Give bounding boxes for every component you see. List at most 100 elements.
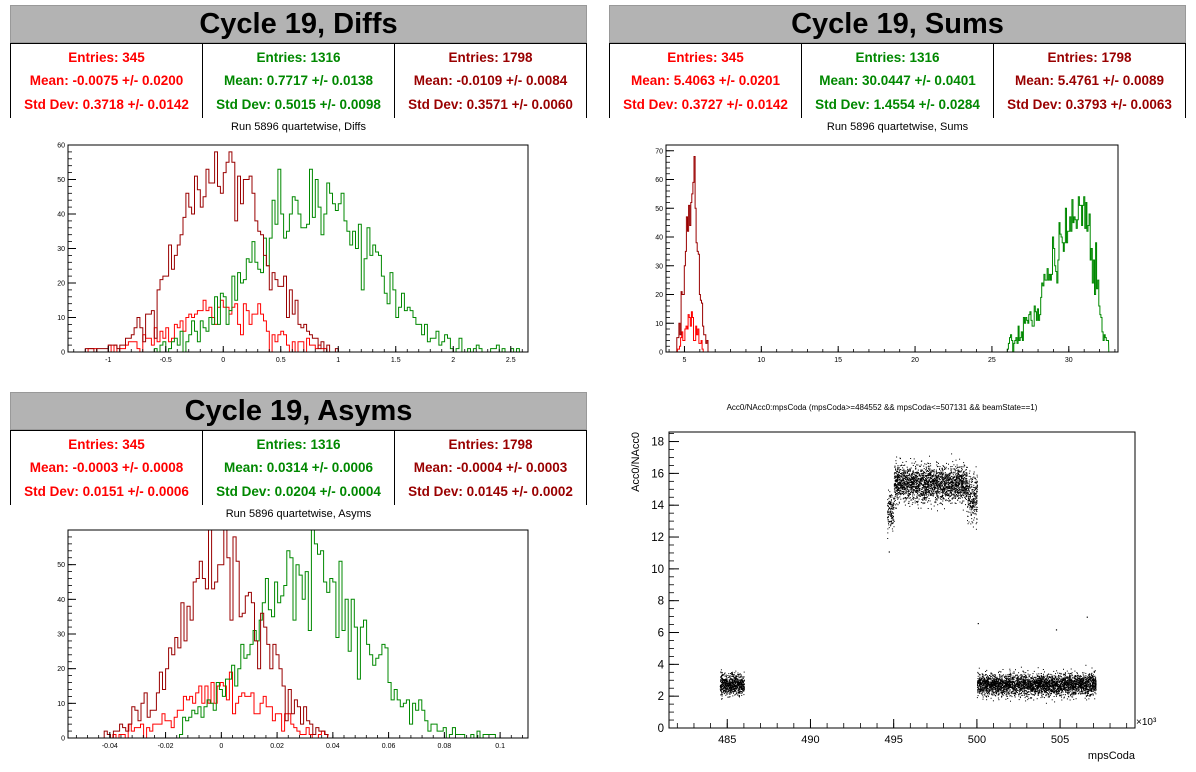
asyms-stat-red: Entries: 345 Mean: -0.0003 +/- 0.0008 St… <box>11 431 203 505</box>
scatter-point <box>1037 679 1039 681</box>
scatter-point <box>962 484 963 485</box>
scatter-point <box>1078 686 1080 687</box>
scatter-point <box>733 675 734 677</box>
scatter-point <box>897 477 899 479</box>
scatter-point <box>1034 684 1036 686</box>
scatter-point <box>931 480 933 482</box>
scatter-point <box>945 468 947 470</box>
scatter-point <box>721 672 723 673</box>
scatter-point <box>720 680 722 682</box>
scatter-point <box>961 490 963 492</box>
scatter-point <box>950 490 952 492</box>
scatter-point <box>936 464 938 466</box>
scatter-point <box>1055 676 1057 678</box>
scatter-point <box>890 523 892 525</box>
scatter-point <box>913 496 915 498</box>
scatter-point <box>740 684 742 686</box>
scatter-point <box>921 475 923 477</box>
scatter-point <box>897 483 898 485</box>
scatter-point <box>742 685 744 686</box>
scatter-point <box>917 473 918 475</box>
scatter-point <box>917 469 919 471</box>
scatter-point <box>1040 697 1042 699</box>
scatter-point <box>921 493 922 495</box>
scatter-point <box>908 483 910 484</box>
scatter-point <box>920 507 922 509</box>
scatter-point <box>924 498 925 500</box>
hist-series-2 <box>103 529 329 739</box>
scatter-point <box>900 498 902 500</box>
scatter-point <box>732 687 734 689</box>
scatter-point <box>931 490 932 492</box>
scatter-point <box>898 493 900 495</box>
scatter-point <box>923 473 925 475</box>
scatter-point <box>1074 691 1076 693</box>
scatter-point <box>935 500 937 502</box>
scatter-point <box>946 479 948 481</box>
scatter-point <box>928 491 930 493</box>
scatter-point <box>724 680 726 682</box>
scatter-point <box>958 487 960 489</box>
scatter-point <box>899 470 901 472</box>
scatter-point <box>737 678 738 680</box>
scatter-point <box>725 678 726 680</box>
scatter-point <box>1094 687 1096 689</box>
scatter-point <box>969 508 971 510</box>
scatter-point <box>1056 680 1058 682</box>
scatter-point <box>731 692 733 694</box>
scatter-point <box>1010 681 1012 683</box>
scatter-point <box>951 497 953 499</box>
scatter-point <box>901 478 903 480</box>
scatter-point <box>917 484 919 486</box>
scatter-point <box>964 489 966 490</box>
scatter-point <box>910 485 912 487</box>
scatter-point <box>941 468 943 470</box>
scatter-point <box>914 476 916 478</box>
scatter-point <box>893 497 895 499</box>
scatter-point <box>898 474 900 476</box>
scatter-point <box>959 475 961 476</box>
scatter-point <box>932 483 933 485</box>
scatter-point <box>908 486 910 488</box>
scatter-point <box>732 680 733 682</box>
scatter-point <box>976 506 978 508</box>
scatter-point <box>975 502 977 504</box>
scatter-point <box>956 482 958 484</box>
scatter-point <box>737 672 739 674</box>
scatter-point <box>965 478 967 480</box>
scatter-point <box>958 484 960 486</box>
scatter-point <box>934 480 936 482</box>
hist-series-2 <box>676 156 709 353</box>
scatter-point <box>955 479 957 481</box>
scatter-point <box>953 486 955 488</box>
diffs-stat-green: Entries: 1316 Mean: 0.7717 +/- 0.0138 St… <box>203 44 395 118</box>
scatter-point <box>971 507 973 509</box>
scatter-point <box>917 504 919 506</box>
scatter-point <box>891 495 893 496</box>
scatter-point <box>1038 684 1040 686</box>
scatter-point <box>723 687 725 689</box>
scatter-point <box>975 512 977 514</box>
scatter-point <box>947 490 949 492</box>
scatter-point <box>1090 674 1092 676</box>
scatter-point <box>916 483 918 485</box>
scatter-point <box>965 479 967 481</box>
scatter-point <box>921 478 923 480</box>
scatter-point <box>986 699 988 701</box>
scatter-point <box>903 465 905 466</box>
scatter-point <box>969 481 971 483</box>
scatter-point <box>1000 671 1002 673</box>
scatter-point <box>908 469 910 471</box>
scatter-point <box>940 484 942 486</box>
scatter-point <box>916 497 918 499</box>
scatter-point <box>902 483 904 485</box>
scatter-point <box>731 686 733 688</box>
scatter-point <box>894 498 896 500</box>
scatter-point <box>957 481 959 483</box>
scatter-point <box>915 487 917 489</box>
scatter-point <box>738 692 740 694</box>
scatter-point <box>918 491 920 493</box>
scatter-point <box>958 483 959 485</box>
scatter-point <box>957 477 959 479</box>
scatter-point <box>978 680 980 681</box>
